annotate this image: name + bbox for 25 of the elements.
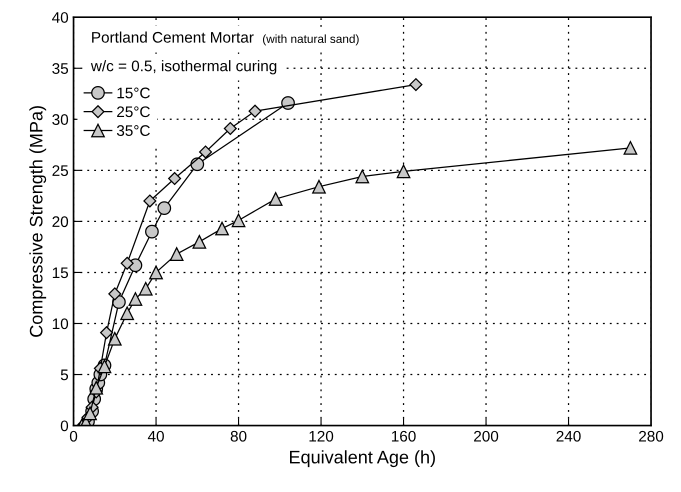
y-tick-label: 35 xyxy=(52,63,68,74)
legend-label: 15°C xyxy=(117,88,150,98)
x-tick-label: 200 xyxy=(474,430,498,442)
y-tick-label: 5 xyxy=(60,370,68,380)
y-tick-label: 20 xyxy=(52,216,68,228)
x-axis-title: Equivalent Age (h) xyxy=(290,450,435,468)
y-tick-label: 40 xyxy=(52,12,68,23)
legend-label: 25°C xyxy=(117,106,150,118)
annotation: (with natural sand) xyxy=(263,34,359,46)
x-tick-label: 40 xyxy=(148,430,164,442)
y-tick-label: 25 xyxy=(52,165,68,176)
y-axis-title: Compressive Strength (MPa) xyxy=(29,106,46,337)
x-tick-label: 240 xyxy=(556,430,581,442)
x-tick-label: 80 xyxy=(230,430,246,442)
annotation: w/c = 0.5, isothermal curing xyxy=(90,60,276,74)
annotation: Portland Cement Mortar xyxy=(92,32,254,43)
y-tick-label: 10 xyxy=(52,318,68,330)
y-tick-label: 15 xyxy=(52,267,68,278)
x-tick-label: 0 xyxy=(70,430,78,442)
x-tick-label: 160 xyxy=(392,430,416,442)
y-tick-label: 0 xyxy=(60,420,68,432)
x-tick-label: 280 xyxy=(639,430,664,442)
y-tick-label: 30 xyxy=(52,114,68,125)
legend-label: 35°C xyxy=(116,125,150,136)
x-tick-label: 120 xyxy=(309,430,334,442)
